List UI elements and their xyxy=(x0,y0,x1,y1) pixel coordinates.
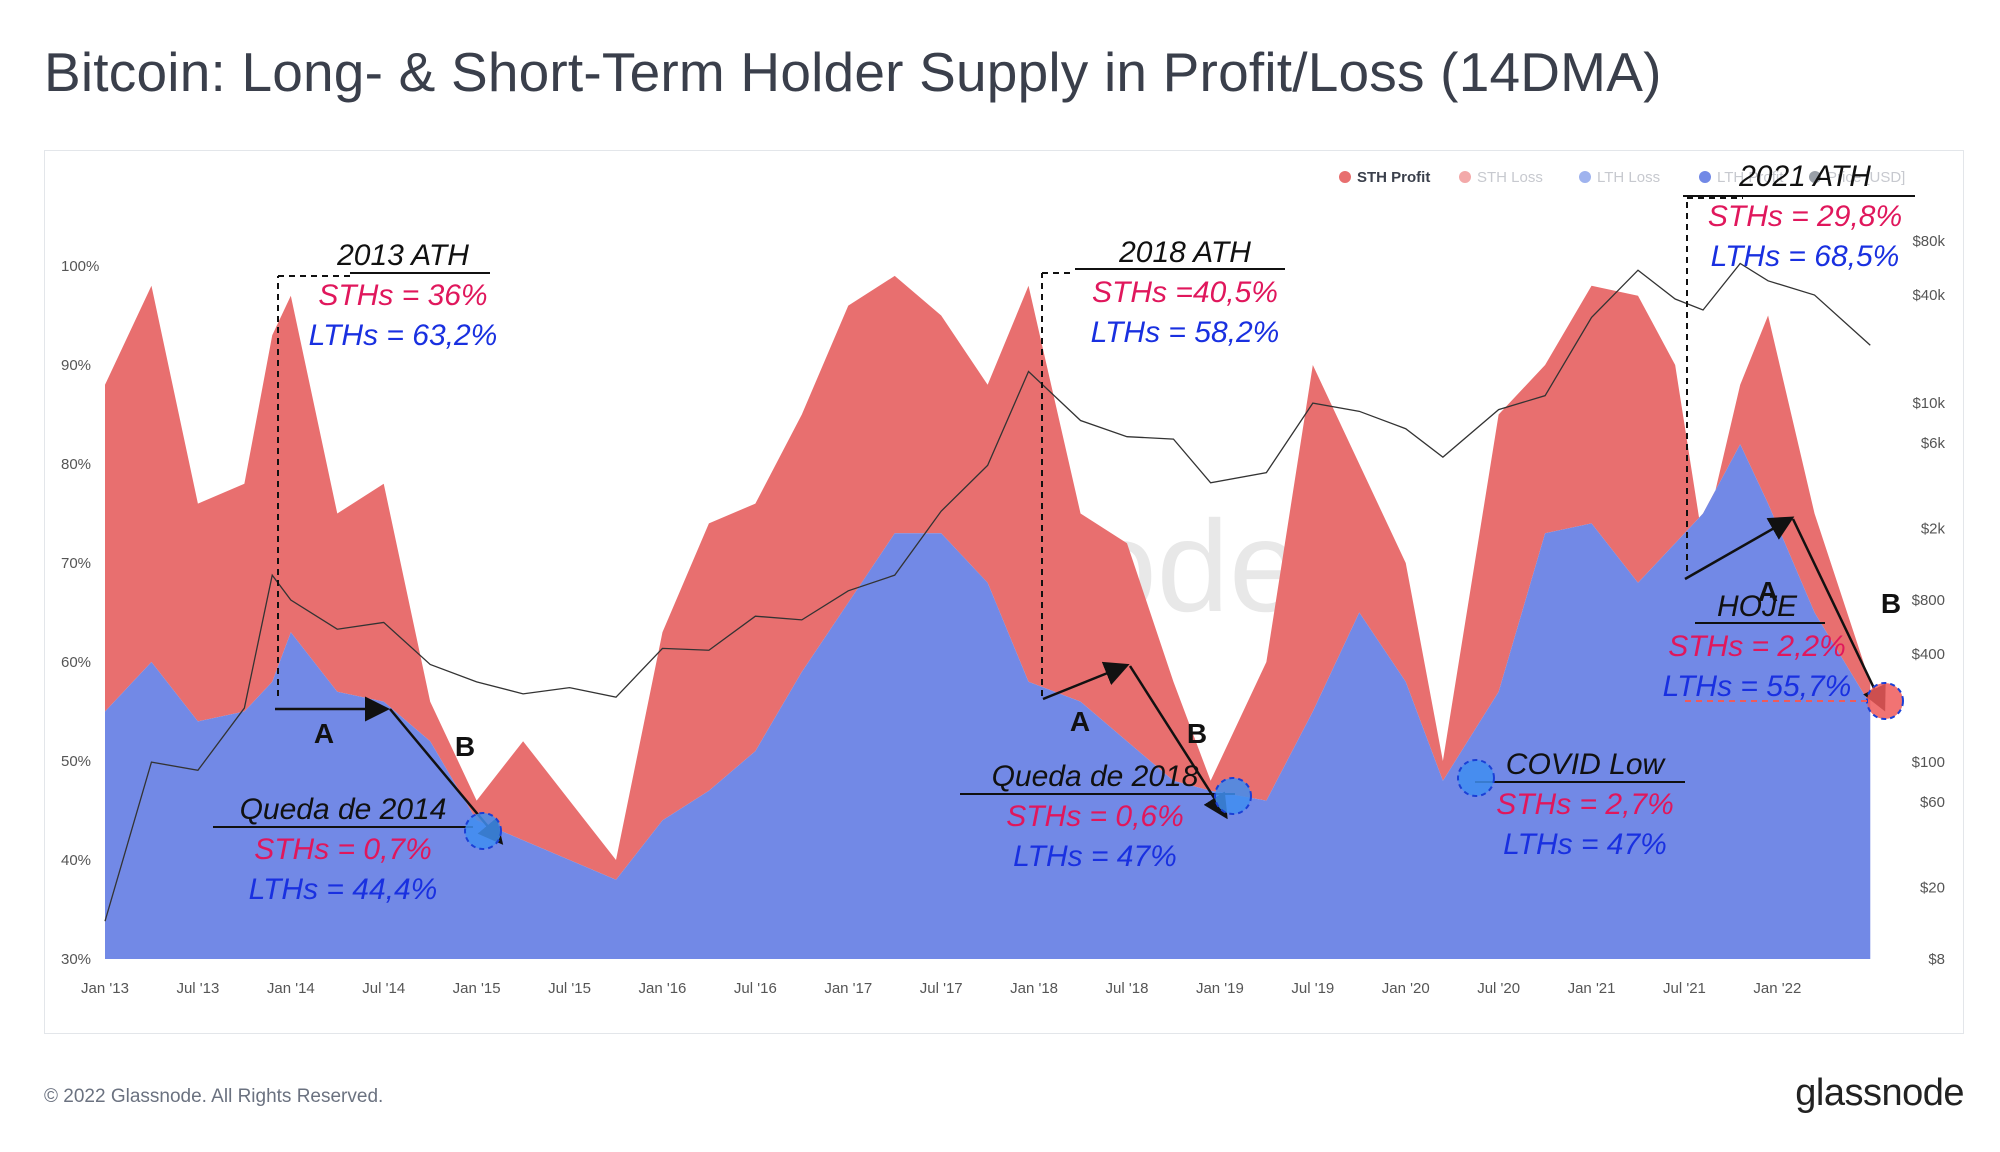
annotation-queda-2014-sth: STHs = 0,7% xyxy=(254,833,432,866)
queda-2018-marker xyxy=(1214,777,1252,815)
y-right-tick-label: $40k xyxy=(1912,287,1945,304)
y-left-tick-label: 70% xyxy=(61,555,91,572)
y-right-tick-label: $100 xyxy=(1912,754,1945,771)
y-right-tick-label: $10k xyxy=(1912,395,1945,412)
x-tick-label: Jan '19 xyxy=(1196,980,1244,997)
x-tick-label: Jan '13 xyxy=(81,980,129,997)
annotation-2018-ath-title: 2018 ATH xyxy=(1118,236,1251,269)
x-tick-label: Jan '14 xyxy=(267,980,315,997)
marker-a-label: A xyxy=(314,718,334,749)
y-left-tick-label: 30% xyxy=(61,951,91,968)
annotation-hoje-sth: STHs = 2,2% xyxy=(1668,630,1846,663)
copyright-text: © 2022 Glassnode. All Rights Reserved. xyxy=(44,1086,384,1107)
sth-profit-area xyxy=(105,275,1871,880)
x-tick-label: Jan '18 xyxy=(1010,980,1058,997)
marker-a-label: A xyxy=(1758,576,1778,607)
price-line xyxy=(104,262,1871,922)
trend-arrow xyxy=(1128,665,1228,820)
covid-low-marker xyxy=(1457,759,1495,797)
legend-swatch xyxy=(1699,171,1711,183)
marker-a-label: A xyxy=(1070,706,1090,737)
legend-label: Price [USD] xyxy=(1827,169,1905,186)
trend-arrow xyxy=(1042,661,1130,701)
y-left-tick-label: 90% xyxy=(61,357,91,374)
annotation-2018-ath-lth: LTHs = 58,2% xyxy=(1091,316,1280,349)
x-tick-label: Jul '13 xyxy=(176,980,219,997)
y-right-tick-label: $80k xyxy=(1912,233,1945,250)
marker-b-label: B xyxy=(1881,588,1901,619)
trend-arrow xyxy=(1791,518,1886,712)
x-tick-label: Jul '16 xyxy=(734,980,777,997)
lth-profit-area xyxy=(105,444,1871,959)
hoje-marker xyxy=(1866,682,1904,720)
glassnode-logo: glassnode xyxy=(1795,1072,1964,1114)
y-right-tick-label: $800 xyxy=(1912,592,1945,609)
legend-label: STH Loss xyxy=(1477,169,1543,186)
x-tick-label: Jan '17 xyxy=(824,980,872,997)
y-right-tick-label: $60 xyxy=(1920,794,1945,811)
annotation-2021-ath-lth: LTHs = 68,5% xyxy=(1711,240,1900,273)
trend-arrow xyxy=(1684,516,1795,581)
annotation-queda-2018-sth: STHs = 0,6% xyxy=(1006,800,1184,833)
legend-label: LTH Profit xyxy=(1717,169,1784,186)
annotation-queda-2018-title: Queda de 2018 xyxy=(992,760,1199,793)
page-title: Bitcoin: Long- & Short-Term Holder Suppl… xyxy=(44,41,1662,103)
annotation-queda-2018-lth: LTHs = 47% xyxy=(1013,840,1177,873)
annotation-2021-ath-title: 2021 ATH xyxy=(1738,160,1871,193)
annotation-2013-ath-lth: LTHs = 63,2% xyxy=(309,319,498,352)
legend-swatch xyxy=(1809,171,1821,183)
marker-b-label: B xyxy=(1187,718,1207,749)
x-tick-label: Jul '19 xyxy=(1291,980,1334,997)
y-right-tick-label: $20 xyxy=(1920,880,1945,897)
x-tick-label: Jul '18 xyxy=(1106,980,1149,997)
annotation-2013-ath-sth: STHs = 36% xyxy=(318,279,487,312)
annotation-queda-2014-title: Queda de 2014 xyxy=(240,793,447,826)
x-tick-label: Jul '21 xyxy=(1663,980,1706,997)
marker-b-label: B xyxy=(455,731,475,762)
x-tick-label: Jan '16 xyxy=(639,980,687,997)
chart-panel: glassnode100%90%80%70%60%50%40%30%$80k$4… xyxy=(44,150,1964,1034)
legend-swatch xyxy=(1339,171,1351,183)
y-left-tick-label: 50% xyxy=(61,753,91,770)
x-tick-label: Jul '20 xyxy=(1477,980,1520,997)
annotation-2013-ath-title: 2013 ATH xyxy=(336,239,469,272)
y-left-tick-label: 80% xyxy=(61,456,91,473)
annotation-queda-2014-lth: LTHs = 44,4% xyxy=(249,873,438,906)
y-right-tick-label: $400 xyxy=(1912,646,1945,663)
annotation-covid-low-title: COVID Low xyxy=(1506,748,1667,781)
legend-label: STH Profit xyxy=(1357,169,1430,186)
x-tick-label: Jul '17 xyxy=(920,980,963,997)
x-tick-label: Jul '15 xyxy=(548,980,591,997)
chart-svg: glassnode100%90%80%70%60%50%40%30%$80k$4… xyxy=(61,160,1946,997)
annotation-hoje-lth: LTHs = 55,7% xyxy=(1663,670,1852,703)
annotation-2021-ath-sth: STHs = 29,8% xyxy=(1708,200,1902,233)
queda-2014-marker xyxy=(464,812,502,850)
annotation-covid-low-sth: STHs = 2,7% xyxy=(1496,788,1674,821)
legend-swatch xyxy=(1459,171,1471,183)
y-left-tick-label: 40% xyxy=(61,852,91,869)
y-right-tick-label: $6k xyxy=(1921,435,1946,452)
y-left-tick-label: 100% xyxy=(61,258,99,275)
y-left-tick-label: 60% xyxy=(61,654,91,671)
x-tick-label: Jan '15 xyxy=(453,980,501,997)
x-tick-label: Jul '14 xyxy=(362,980,405,997)
y-right-tick-label: $8 xyxy=(1928,951,1945,968)
legend-swatch xyxy=(1579,171,1591,183)
annotation-hoje-title: HOJE xyxy=(1717,590,1798,623)
annotation-covid-low-lth: LTHs = 47% xyxy=(1503,828,1667,861)
annotation-2018-ath-sth: STHs =40,5% xyxy=(1092,276,1278,309)
y-right-tick-label: $2k xyxy=(1921,521,1946,538)
x-tick-label: Jan '22 xyxy=(1753,980,1801,997)
x-tick-label: Jan '21 xyxy=(1568,980,1616,997)
x-tick-label: Jan '20 xyxy=(1382,980,1430,997)
legend-label: LTH Loss xyxy=(1597,169,1660,186)
